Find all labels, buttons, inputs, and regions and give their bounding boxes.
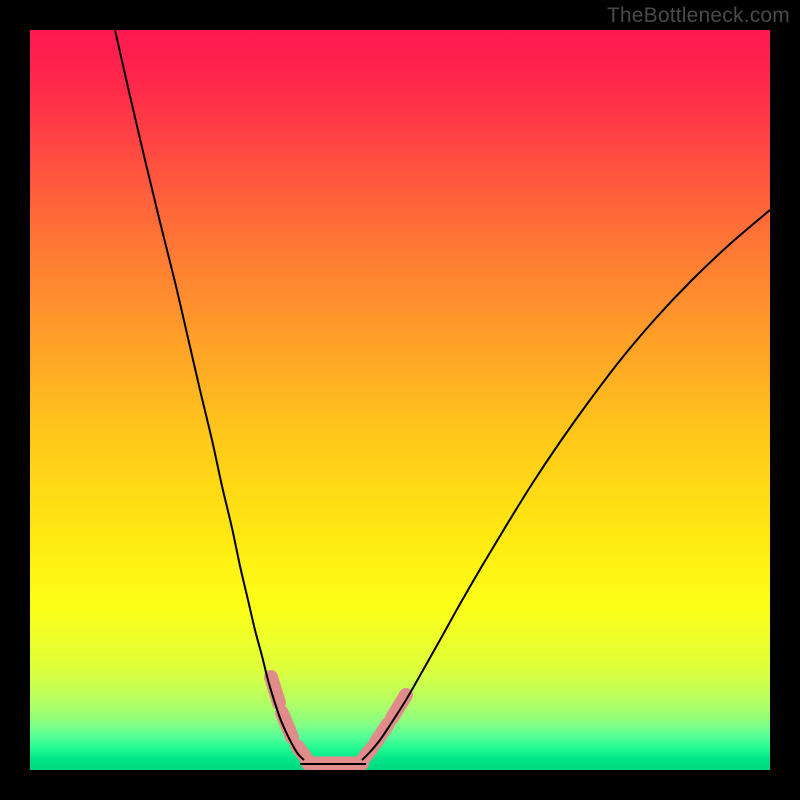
right-curve xyxy=(362,210,770,760)
highlight-segment xyxy=(376,724,388,742)
highlight-markers xyxy=(271,677,406,764)
left-curve xyxy=(115,30,304,760)
curves-layer xyxy=(30,30,770,770)
highlight-segment xyxy=(297,746,306,758)
figure-container: TheBottleneck.com xyxy=(0,0,800,800)
highlight-segment xyxy=(392,695,406,718)
plot-area xyxy=(30,30,770,770)
highlight-segment xyxy=(271,677,279,703)
watermark-text: TheBottleneck.com xyxy=(607,4,790,28)
